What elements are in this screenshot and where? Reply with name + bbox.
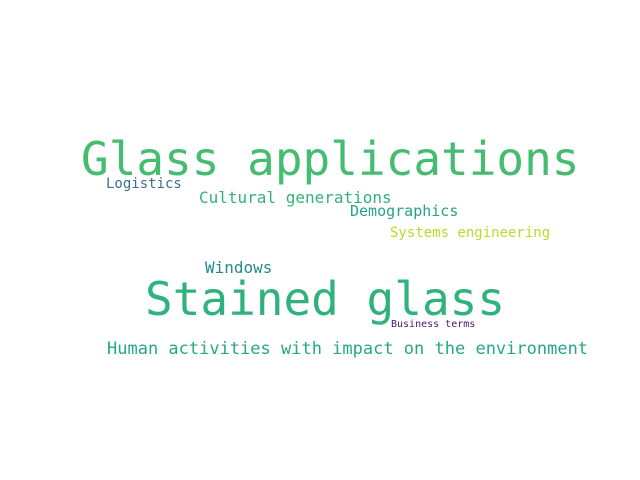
word-systems-engineering: Systems engineering xyxy=(390,225,551,241)
word-logistics: Logistics xyxy=(106,176,182,192)
word-stained-glass: Stained glass xyxy=(145,272,506,326)
word-business-terms: Business terms xyxy=(391,319,476,330)
word-glass-applications: Glass applications xyxy=(81,132,580,186)
word-human-activities: Human activities with impact on the envi… xyxy=(107,339,589,359)
word-cultural-generations: Cultural generations xyxy=(199,188,392,207)
word-windows: Windows xyxy=(205,258,273,277)
word-demographics: Demographics xyxy=(350,202,459,220)
